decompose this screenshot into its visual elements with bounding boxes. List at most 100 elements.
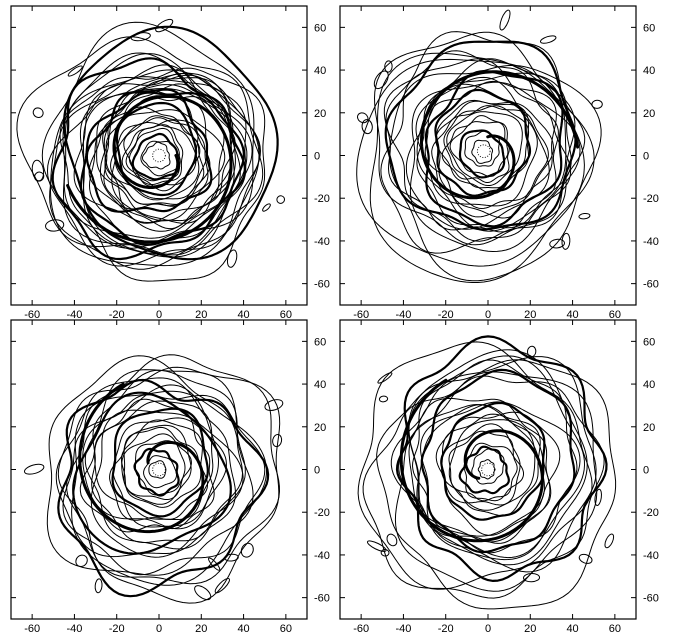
outer-contour-blob bbox=[155, 18, 174, 33]
x-tick-label: 20 bbox=[195, 623, 207, 635]
x-tick-label: -60 bbox=[353, 623, 369, 635]
outer-contour-blob bbox=[214, 577, 230, 594]
contour-line bbox=[110, 117, 211, 205]
outer-contour-blob bbox=[604, 533, 615, 549]
outer-contour-blob bbox=[272, 433, 283, 448]
contour-line bbox=[148, 460, 167, 479]
outer-contour-blob bbox=[357, 112, 369, 124]
outer-contour-blob bbox=[130, 32, 151, 42]
contour-line bbox=[458, 445, 510, 495]
contour-line bbox=[398, 397, 552, 544]
outer-contour-blob bbox=[262, 203, 271, 212]
outer-contour-blob bbox=[226, 249, 238, 268]
contour-line bbox=[16, 36, 264, 256]
contour-line bbox=[41, 21, 255, 249]
contour-line bbox=[63, 53, 235, 239]
y-tick-label: 60 bbox=[314, 22, 326, 34]
contour-line bbox=[369, 52, 595, 283]
y-tick-label: 0 bbox=[643, 151, 649, 163]
contour-line bbox=[131, 132, 181, 181]
outer-contour-blob bbox=[378, 395, 389, 403]
x-tick-label: -40 bbox=[66, 309, 82, 321]
x-tick-label: 0 bbox=[156, 309, 162, 321]
outer-contour-blob bbox=[384, 60, 393, 73]
x-tick-label: 0 bbox=[156, 623, 162, 635]
outer-contour-blob bbox=[526, 345, 537, 358]
contour-line bbox=[112, 417, 227, 528]
contour-line bbox=[357, 341, 593, 590]
contour-line bbox=[376, 359, 617, 610]
contour-line bbox=[416, 404, 545, 537]
contour-line bbox=[384, 40, 577, 231]
outer-contour-blob bbox=[523, 573, 541, 583]
x-tick-label: 20 bbox=[524, 309, 536, 321]
outer-contour-blob bbox=[361, 119, 373, 135]
contour-line bbox=[123, 424, 192, 505]
y-tick-label: -60 bbox=[314, 593, 330, 605]
outer-contour-blob bbox=[366, 540, 387, 552]
y-tick-label: 0 bbox=[314, 151, 320, 163]
contour-line bbox=[420, 401, 581, 561]
y-tick-label: 20 bbox=[314, 108, 326, 120]
x-tick-label: 0 bbox=[485, 309, 491, 321]
outer-contour-blob bbox=[377, 372, 393, 384]
x-tick-label: 60 bbox=[609, 309, 621, 321]
x-tick-label: 60 bbox=[280, 623, 292, 635]
contour-line bbox=[120, 419, 203, 508]
contour-line bbox=[109, 426, 208, 521]
outer-contour-blob bbox=[45, 219, 65, 232]
y-tick-label: -60 bbox=[643, 593, 659, 605]
y-tick-label: 0 bbox=[643, 465, 649, 477]
contour-line bbox=[477, 459, 496, 480]
contour-line bbox=[446, 111, 523, 186]
outer-contour-blob bbox=[594, 488, 602, 506]
outer-contour-blob bbox=[31, 159, 45, 182]
contour-line bbox=[62, 394, 266, 576]
y-tick-label: -20 bbox=[643, 193, 659, 205]
y-tick-label: 20 bbox=[314, 422, 326, 434]
outer-contour-blob bbox=[578, 553, 593, 564]
contour-line bbox=[55, 377, 236, 558]
contour-line bbox=[408, 355, 585, 559]
eye-dotted-contour bbox=[152, 148, 166, 163]
y-tick-label: -40 bbox=[314, 550, 330, 562]
y-tick-label: 0 bbox=[314, 465, 320, 477]
outer-contour-blob bbox=[264, 399, 284, 411]
contour-line bbox=[62, 25, 279, 261]
contour-line bbox=[49, 76, 261, 270]
outer-contour-blob bbox=[561, 232, 571, 250]
contour-line bbox=[121, 124, 184, 185]
contour-line bbox=[79, 84, 253, 258]
contour-line bbox=[82, 88, 248, 255]
contour-line bbox=[140, 140, 181, 177]
outer-contour-blob bbox=[194, 585, 212, 601]
contour-line bbox=[471, 139, 493, 164]
x-tick-label: 20 bbox=[524, 623, 536, 635]
plot-frame bbox=[10, 319, 308, 620]
y-tick-label: 40 bbox=[314, 65, 326, 77]
outer-contour-blob bbox=[32, 107, 44, 118]
contour-line bbox=[51, 57, 246, 261]
outer-contour-blob bbox=[224, 553, 239, 562]
y-tick-label: 20 bbox=[643, 108, 655, 120]
contour-line bbox=[390, 356, 597, 573]
panel-4: -60 -40 -20 0 20 40 60 -60 -40 -20 0 20 40 60 bbox=[339, 319, 659, 635]
outer-contour-blob bbox=[578, 212, 591, 220]
x-tick-label: 40 bbox=[237, 623, 249, 635]
contour-line bbox=[100, 72, 236, 232]
contour-line bbox=[57, 366, 281, 604]
y-tick-label: 60 bbox=[643, 336, 655, 348]
outer-contour-blob bbox=[240, 542, 254, 558]
y-tick-label: 40 bbox=[643, 65, 655, 77]
contour-line bbox=[440, 401, 546, 521]
contour-line bbox=[72, 391, 232, 555]
contour-line bbox=[66, 354, 280, 585]
y-tick-label: 40 bbox=[643, 379, 655, 391]
y-tick-label: 60 bbox=[643, 22, 655, 34]
contour-line bbox=[408, 349, 588, 566]
x-tick-label: -60 bbox=[24, 623, 40, 635]
outer-contour-blob bbox=[208, 557, 221, 571]
x-tick-label: 40 bbox=[237, 309, 249, 321]
x-tick-label: -20 bbox=[438, 623, 454, 635]
